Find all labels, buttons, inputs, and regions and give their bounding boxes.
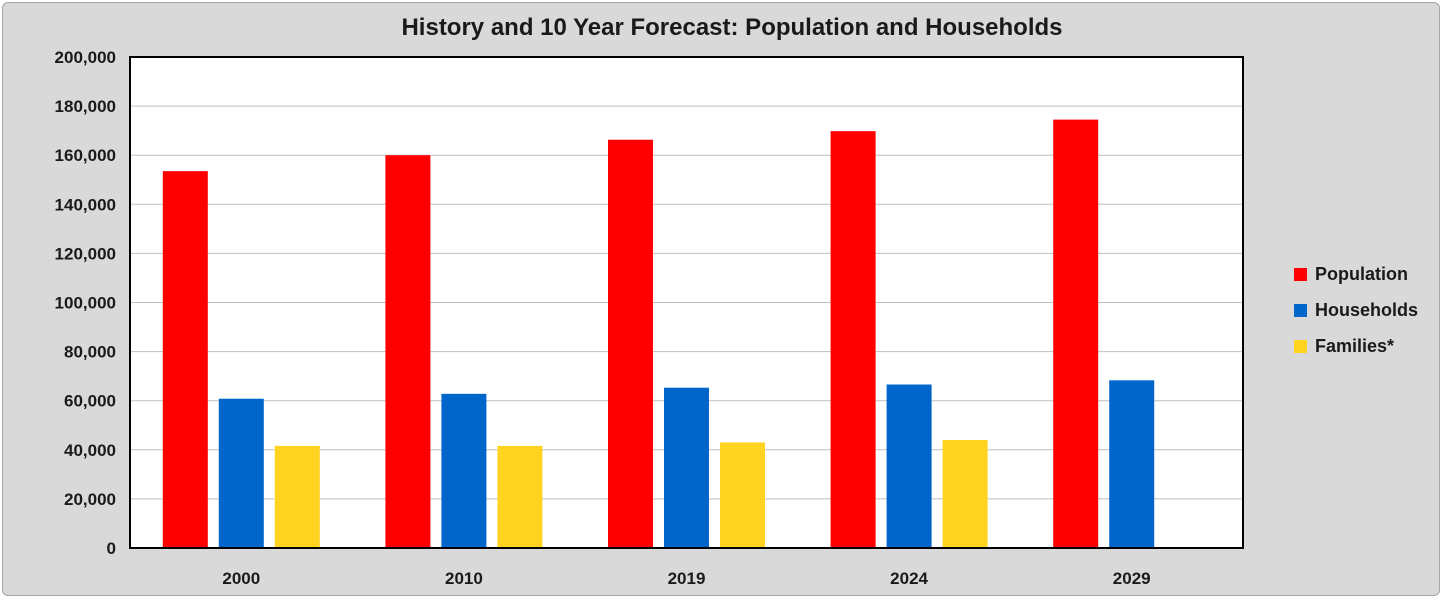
bar-population-2000 (162, 171, 208, 548)
bar-households-2024 (886, 384, 932, 548)
bar-households-2019 (664, 387, 709, 548)
legend-item-families: Families* (1294, 328, 1440, 364)
x-tick-label: 2000 (222, 569, 260, 588)
x-tick-label: 2024 (890, 569, 928, 588)
y-tick-label: 120,000 (55, 244, 116, 263)
plot-border (129, 56, 1244, 549)
legend-item-population: Population (1294, 256, 1440, 292)
y-tick-label: 180,000 (55, 97, 116, 116)
y-tick-label: 160,000 (55, 146, 116, 165)
bar-households-2010 (441, 393, 487, 548)
bar-population-2024 (830, 131, 876, 549)
bar-families-2010 (497, 445, 543, 548)
y-tick-label: 40,000 (64, 441, 116, 460)
y-tick-label: 140,000 (55, 195, 116, 214)
y-tick-label: 0 (107, 539, 116, 558)
legend-swatch-families (1294, 339, 1307, 353)
x-tick-label: 2019 (668, 569, 706, 588)
bar-families-2019 (720, 442, 765, 548)
x-tick-label: 2029 (1113, 569, 1151, 588)
y-tick-label: 60,000 (64, 392, 116, 411)
legend: Population Households Families* (1294, 256, 1440, 364)
bar-population-2019 (608, 139, 653, 548)
legend-swatch-population (1294, 267, 1307, 281)
legend-label-population: Population (1315, 263, 1408, 284)
bar-families-2000 (274, 445, 320, 548)
bar-families-2024 (942, 439, 988, 548)
chart-title: History and 10 Year Forecast: Population… (401, 14, 1063, 41)
legend-swatch-households (1294, 303, 1307, 317)
legend-item-households: Households (1294, 292, 1440, 328)
bar-population-2029 (1053, 119, 1099, 548)
legend-label-households: Households (1315, 299, 1419, 320)
bar-households-2000 (218, 398, 264, 548)
y-tick-label: 20,000 (64, 490, 116, 509)
y-tick-label: 100,000 (55, 294, 116, 313)
y-tick-label: 80,000 (64, 343, 116, 362)
legend-label-families: Families* (1315, 335, 1395, 356)
x-tick-label: 2010 (445, 569, 483, 588)
y-tick-label: 200,000 (55, 48, 116, 67)
bar-population-2010 (385, 155, 431, 548)
bar-households-2029 (1109, 380, 1155, 548)
